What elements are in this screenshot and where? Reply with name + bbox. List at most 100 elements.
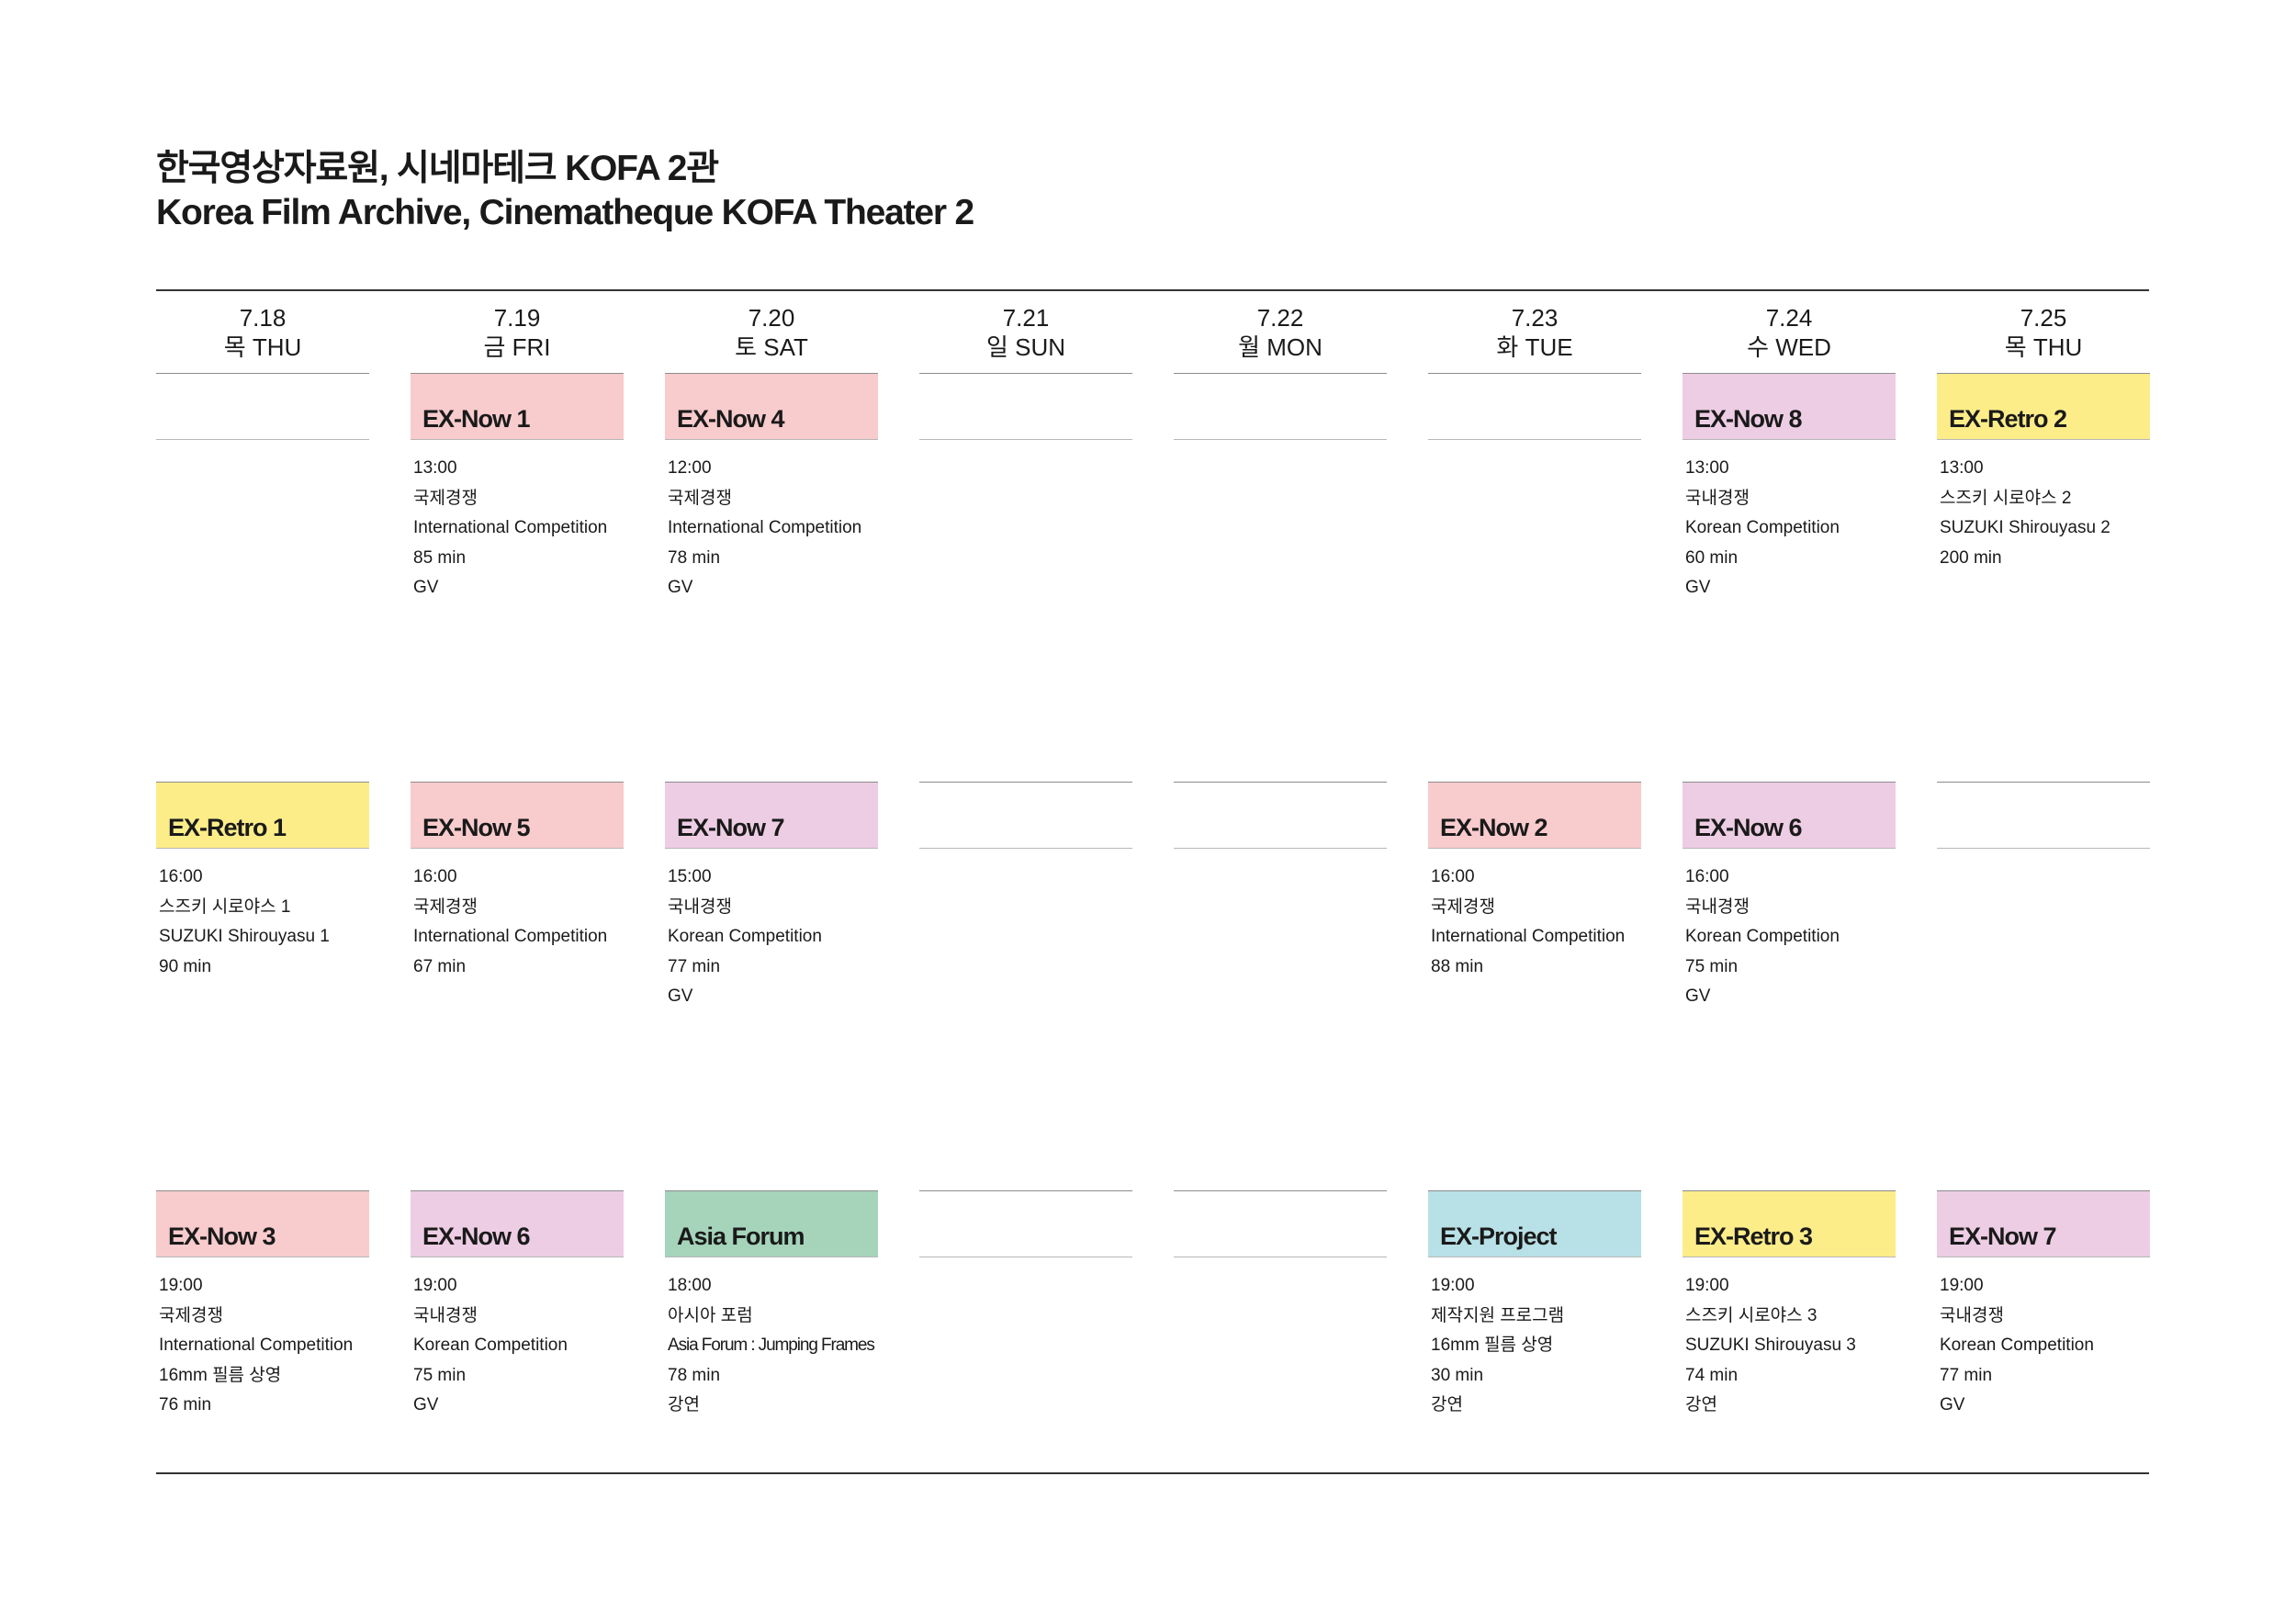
day-date: 7.22	[1256, 304, 1304, 332]
empty-slot	[156, 373, 369, 440]
detail-line: 85 min	[413, 547, 467, 568]
empty-slot	[919, 1190, 1132, 1257]
screening-details: 16:00 국제경쟁 International Competition 67 min	[413, 862, 634, 982]
detail-line: International Competition	[668, 518, 862, 538]
detail-line: 90 min	[159, 956, 212, 976]
detail-line: 강연	[1431, 1395, 1463, 1415]
detail-line: International Competition	[413, 927, 608, 947]
detail-line: 15:00	[668, 867, 712, 886]
screening-details: 16:00 국제경쟁 International Competition 88 min	[1431, 862, 1651, 982]
detail-line: 16mm 필름 상영	[159, 1365, 282, 1385]
day-date: 7.18	[239, 304, 287, 332]
day-header: 7.22 월 MON	[1174, 303, 1387, 362]
detail-line: 국내경쟁	[1685, 488, 1750, 508]
screening-details: 19:00 스즈키 시로야스 3 SUZUKI Shirouyasu 3 74 min…	[1685, 1271, 1906, 1421]
detail-line: GV	[413, 578, 439, 598]
screening-details: 13:00 국내경쟁 Korean Competition 60 min GV	[1685, 454, 1906, 603]
screening-details: 13:00 국제경쟁 International Competition 85 min…	[413, 454, 634, 603]
empty-slot	[1937, 782, 2150, 849]
detail-line: 국제경쟁	[413, 488, 478, 508]
detail-line: Korean Competition	[668, 927, 822, 947]
empty-slot	[1174, 373, 1387, 440]
empty-slot	[919, 373, 1132, 440]
screening-details: 19:00 국제경쟁 International Competition 16mm 필…	[159, 1271, 379, 1421]
detail-line: 강연	[668, 1395, 700, 1415]
day-header: 7.21 일 SUN	[919, 303, 1132, 362]
program-label: EX-Now 4	[665, 373, 878, 440]
screening-details: 18:00 아시아 포럼 Asia Forum : Jumping Frames 78…	[668, 1271, 888, 1421]
detail-line: 13:00	[1685, 458, 1729, 478]
detail-line: 18:00	[668, 1276, 712, 1295]
detail-line: 19:00	[413, 1276, 457, 1295]
day-weekday: 수 WED	[1747, 333, 1831, 361]
detail-line: 88 min	[1431, 956, 1484, 976]
program-label: EX-Now 3	[156, 1190, 369, 1257]
program-label: EX-Retro 3	[1683, 1190, 1896, 1257]
detail-line: 13:00	[1940, 458, 1984, 478]
day-date: 7.21	[1002, 304, 1050, 332]
detail-line: International Competition	[413, 518, 608, 538]
day-header: 7.19 금 FRI	[411, 303, 624, 362]
empty-slot	[919, 782, 1132, 849]
detail-line: GV	[1685, 578, 1711, 598]
detail-line: 16:00	[1685, 867, 1729, 886]
detail-line: 16:00	[1431, 867, 1475, 886]
detail-line: GV	[668, 578, 693, 598]
day-header: 7.18 목 THU	[156, 303, 369, 362]
day-weekday: 토 SAT	[735, 333, 808, 361]
day-weekday: 목 THU	[2004, 333, 2083, 361]
program-label: EX-Now 1	[411, 373, 624, 440]
detail-line: 국내경쟁	[1940, 1305, 2004, 1325]
detail-line: 78 min	[668, 547, 721, 568]
day-weekday: 금 FRI	[483, 333, 551, 361]
program-label: EX-Now 6	[1683, 782, 1896, 849]
detail-line: 12:00	[668, 458, 712, 478]
screening-details: 16:00 스즈키 시로야스 1 SUZUKI Shirouyasu 1 90 min	[159, 862, 379, 982]
empty-slot	[1174, 782, 1387, 849]
detail-line: 75 min	[413, 1365, 467, 1385]
detail-line: Korean Competition	[1685, 927, 1840, 947]
detail-line: 19:00	[1685, 1276, 1729, 1295]
detail-line: 77 min	[1940, 1365, 1993, 1385]
bottom-rule	[156, 1472, 2149, 1474]
detail-line: 78 min	[668, 1365, 721, 1385]
detail-line: 국제경쟁	[413, 896, 478, 917]
day-date: 7.20	[748, 304, 795, 332]
program-label: EX-Now 7	[665, 782, 878, 849]
detail-line: Asia Forum : Jumping Frames	[668, 1336, 875, 1356]
program-label: EX-Retro 1	[156, 782, 369, 849]
program-label: EX-Project	[1428, 1190, 1641, 1257]
detail-line: SUZUKI Shirouyasu 3	[1685, 1336, 1856, 1356]
detail-line: 60 min	[1685, 547, 1739, 568]
detail-line: 30 min	[1431, 1365, 1484, 1385]
top-rule	[156, 289, 2149, 291]
detail-line: 국내경쟁	[413, 1305, 478, 1325]
detail-line: Korean Competition	[1940, 1336, 2094, 1356]
program-label: EX-Retro 2	[1937, 373, 2150, 440]
detail-line: 77 min	[668, 956, 721, 976]
detail-line: 19:00	[1940, 1276, 1984, 1295]
day-header: 7.20 토 SAT	[665, 303, 878, 362]
program-label: EX-Now 6	[411, 1190, 624, 1257]
day-weekday: 일 SUN	[985, 333, 1066, 361]
day-weekday: 월 MON	[1238, 333, 1322, 361]
empty-slot	[1428, 373, 1641, 440]
detail-line: GV	[668, 986, 693, 1007]
day-header: 7.23 화 TUE	[1428, 303, 1641, 362]
day-date: 7.19	[493, 304, 541, 332]
detail-line: 19:00	[159, 1276, 203, 1295]
day-weekday: 화 TUE	[1496, 333, 1573, 361]
detail-line: 국제경쟁	[1431, 896, 1495, 917]
detail-line: GV	[1685, 986, 1711, 1007]
detail-line: 아시아 포럼	[668, 1305, 753, 1325]
day-weekday: 목 THU	[223, 333, 302, 361]
empty-slot	[1174, 1190, 1387, 1257]
day-header: 7.25 목 THU	[1937, 303, 2150, 362]
detail-line: 국내경쟁	[1685, 896, 1750, 917]
detail-line: 76 min	[159, 1395, 212, 1415]
detail-line: 200 min	[1940, 547, 2002, 568]
detail-line: 67 min	[413, 956, 467, 976]
page-title: 한국영상자료원, 시네마테크 KOFA 2관 Korea Film Archiv…	[156, 147, 974, 235]
detail-line: 16mm 필름 상영	[1431, 1336, 1554, 1356]
detail-line: 16:00	[159, 867, 203, 886]
